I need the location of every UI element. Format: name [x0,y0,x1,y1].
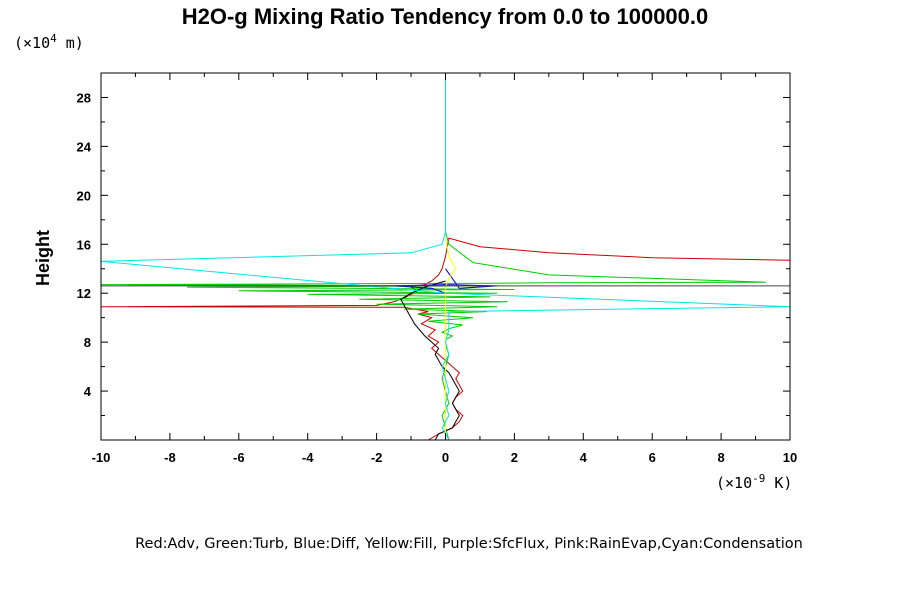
y-unit-prefix: (×10 [14,34,50,52]
x-tick-label: -10 [92,450,111,465]
x-tick-label: 2 [511,450,518,465]
x-tick-label: 4 [580,450,588,465]
legend-caption: Red:Adv, Green:Turb, Blue:Diff, Yellow:F… [135,536,803,552]
x-unit-exp: -9 [752,472,765,485]
x-tick-label: -6 [233,450,245,465]
y-tick-label: 8 [84,335,91,350]
y-unit-suffix: m) [57,34,84,52]
x-tick-label: -4 [302,450,314,465]
y-unit-exp: 4 [50,32,57,45]
x-tick-label: 6 [649,450,656,465]
x-unit-label: (×10-9 K) [716,472,792,492]
x-tick-label: 10 [783,450,797,465]
y-tick-label: 4 [84,384,92,399]
x-tick-label: 0 [442,450,449,465]
y-tick-label: 12 [77,286,91,301]
series-line-2 [101,231,766,440]
series-line-6 [101,73,790,440]
y-unit-label: (×104 m) [14,32,84,52]
x-tick-label: 8 [717,450,724,465]
y-axis-label: Height [33,230,53,286]
series-line-5 [445,238,457,440]
series-layer [101,73,790,440]
x-unit-prefix: (×10 [716,474,752,492]
y-tick-label: 28 [77,90,91,105]
y-tick-label: 20 [77,188,91,203]
y-tick-label: 16 [77,237,91,252]
x-tick-label: -8 [164,450,176,465]
y-tick-label: 24 [77,139,92,154]
chart-title: H2O-g Mixing Ratio Tendency from 0.0 to … [182,4,709,29]
x-tick-label: -2 [371,450,383,465]
x-unit-suffix: K) [765,474,792,492]
